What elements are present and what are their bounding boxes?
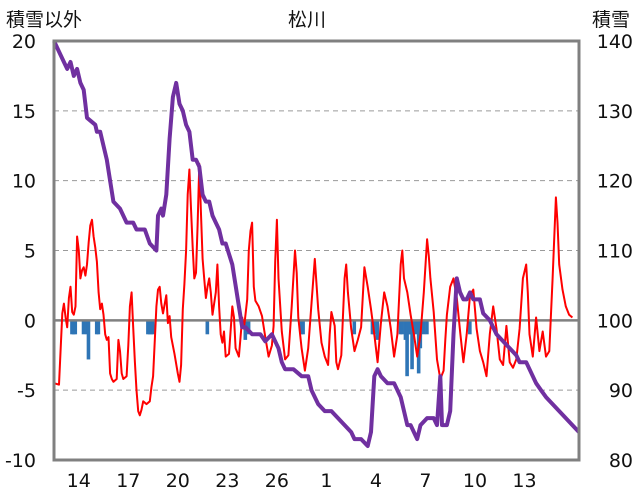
y-left-tick-label: 15 [12,101,36,123]
x-tick-label: 20 [166,470,190,492]
x-tick-label: 23 [215,470,239,492]
snow-depth-line [52,40,581,448]
y-right-tick-label: 120 [597,171,633,193]
y-right-tick-label: 80 [609,450,633,472]
precip-bar [246,320,251,335]
precip-bar [151,320,155,335]
precip-bar [86,320,91,360]
precip-bar [375,320,380,340]
precip-bar [425,320,429,335]
temperature-line [53,162,574,417]
precip-bar [301,320,305,335]
x-tick-label: 17 [116,470,140,492]
x-tick-label: 26 [265,470,289,492]
x-tick-label: 7 [419,470,431,492]
y-left-tick-label: 20 [12,31,36,53]
precip-bar [468,320,472,335]
precip-bar [405,320,409,377]
y-left-axis-title: 積雪以外 [6,9,82,31]
x-tick-labels: 14 17 20 23 26 1 4 7 10 13 [67,470,537,492]
precip-bar [96,320,101,335]
precip-bar [243,320,248,340]
y-right-axis-title: 積雪 [592,9,630,31]
x-tick-label: 13 [512,470,536,492]
y-left-tick-label: 5 [24,241,36,263]
y-right-tick-label: 90 [609,380,633,402]
y-right-tick-label: 110 [597,241,633,263]
series-lines [52,40,581,448]
chart-title: 松川 [288,9,326,31]
x-tick-label: 4 [370,470,382,492]
y-left-tick-label: -10 [5,450,36,472]
x-tick-label: 14 [67,470,91,492]
precip-bar [410,320,414,370]
y-right-tick-label: 140 [597,31,633,53]
y-left-tick-label: -5 [17,380,36,402]
precip-bar [205,320,210,335]
y-left-tick-labels: 20 15 10 5 0 -5 -10 [5,31,36,472]
y-right-tick-label: 100 [597,310,633,332]
precip-bar [81,320,86,335]
y-left-tick-label: 10 [12,171,36,193]
y-right-tick-label: 130 [597,101,633,123]
precip-bar [352,320,357,335]
y-right-tick-labels: 140 130 120 110 100 90 80 [597,31,633,472]
precip-bar [400,320,404,335]
x-tick-label: 1 [320,470,332,492]
precip-bar [421,320,426,335]
gridlines [54,110,579,391]
plot-frame [52,39,581,462]
x-tick-label: 10 [463,470,487,492]
precip-bar [73,320,78,335]
y-left-tick-label: 0 [24,310,36,332]
